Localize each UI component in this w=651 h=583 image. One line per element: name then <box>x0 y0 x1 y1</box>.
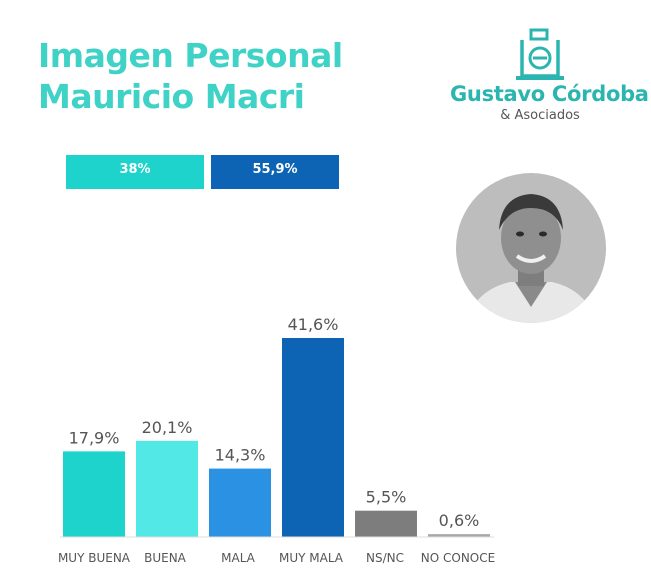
data-label: 17,9% <box>69 428 120 447</box>
bar-mala <box>209 468 271 537</box>
bar-no-conoce <box>428 534 490 537</box>
category-label: NS/NC <box>366 551 404 565</box>
negative-summary-box: 55,9% <box>211 155 339 189</box>
category-label: NO CONOCE <box>421 551 495 565</box>
category-label: MUY MALA <box>279 551 344 565</box>
data-label: 14,3% <box>215 446 266 465</box>
page-title-line1: Imagen Personal <box>38 36 343 75</box>
data-label: 20,1% <box>142 418 193 437</box>
data-label: 5,5% <box>366 488 407 507</box>
ballot-box-icon <box>516 28 564 80</box>
category-label: MALA <box>221 551 256 565</box>
bar-buena <box>136 440 198 537</box>
bar-muy-buena <box>63 451 125 537</box>
positive-summary-box: 38% <box>66 155 204 189</box>
logo-subtitle: & Asociados <box>500 108 580 123</box>
logo-name: Gustavo Córdoba <box>450 82 649 106</box>
page-title-line2: Mauricio Macri <box>38 77 305 116</box>
bar-muy-mala <box>282 338 344 537</box>
category-label: MUY BUENA <box>58 551 131 565</box>
portrait-photo <box>456 173 606 323</box>
category-label: BUENA <box>144 551 187 565</box>
data-label: 0,6% <box>439 511 480 530</box>
logo: Gustavo Córdoba & Asociados <box>450 28 649 128</box>
bar-ns-nc <box>355 510 417 537</box>
data-label: 41,6% <box>288 315 339 334</box>
